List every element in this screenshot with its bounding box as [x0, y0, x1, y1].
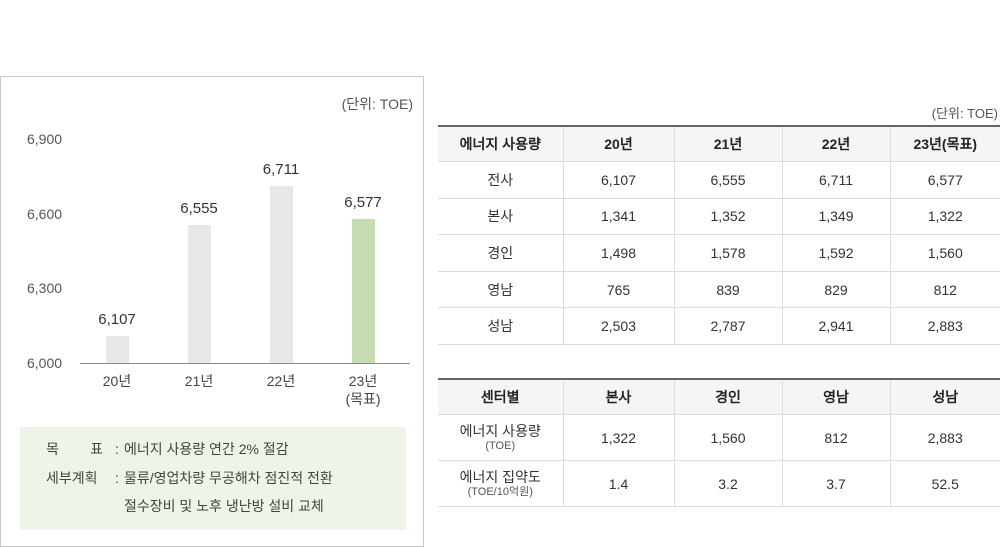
energy-chart-panel: (단위: TOE) 6,000 6,300 6,600 6,900 6,107 … — [0, 76, 424, 547]
x-tick-label-23-target: 23년 (목표) — [345, 373, 381, 407]
table-row: 본사 1,341 1,352 1,349 1,322 — [438, 198, 1000, 236]
table-cell: 1,322 — [889, 198, 1000, 236]
goal-separator: : — [115, 441, 119, 457]
table-cell: 1,578 — [673, 234, 782, 272]
column-header-gyeongin: 경인 — [673, 378, 782, 415]
table-row: 경인 1,498 1,578 1,592 1,560 — [438, 234, 1000, 272]
row-label: 전사 — [438, 161, 563, 199]
table-cell: 1,498 — [562, 234, 674, 272]
table-cell: 6,577 — [889, 161, 1000, 199]
x-tick-label-21: 21년 — [184, 373, 214, 389]
detail-plan-text-block: 물류/영업차량 무공해차 점진적 전환 절수장비 및 노후 냉난방 설비 교체 — [124, 464, 333, 521]
row-label-main: 에너지 집약도 — [459, 468, 541, 485]
table-cell: 1,560 — [673, 414, 782, 461]
table-cell: 3.7 — [781, 460, 890, 507]
bar-value-label-20: 6,107 — [98, 311, 136, 329]
column-header-center: 센터별 — [438, 378, 563, 415]
table-cell: 1,349 — [781, 198, 890, 236]
row-label: 에너지 사용량 (TOE) — [438, 414, 563, 461]
table-cell: 1,341 — [562, 198, 674, 236]
goal-row-target: 목 표 : 에너지 사용량 연간 2% 절감 — [46, 435, 406, 464]
bar-value-label-22: 6,711 — [262, 161, 300, 179]
goal-label: 목 표 — [46, 441, 103, 457]
column-header-21: 21년 — [673, 125, 782, 162]
column-header-23-target: 23년(목표) — [889, 125, 1000, 162]
table-cell: 6,555 — [673, 161, 782, 199]
bar-value-label-21: 6,555 — [180, 199, 218, 217]
row-label: 성남 — [438, 307, 563, 345]
row-label: 영남 — [438, 271, 563, 309]
bar-20 — [105, 336, 129, 363]
row-label-main: 에너지 사용량 — [459, 422, 541, 439]
bar-23-target — [351, 219, 375, 363]
chart-unit-label: (단위: TOE) — [341, 96, 413, 112]
x-axis-line — [80, 363, 410, 364]
column-header-seongnam: 성남 — [889, 378, 1000, 415]
detail-plan-label: 세부계획 — [46, 469, 98, 486]
table-cell: 839 — [673, 271, 782, 309]
column-header-headquarters: 본사 — [562, 378, 674, 415]
table-cell: 3.2 — [673, 460, 782, 507]
goal-box: 목 표 : 에너지 사용량 연간 2% 절감 세부계획 : 물류/영업차량 무공… — [20, 427, 406, 530]
table-cell: 812 — [889, 271, 1000, 309]
table-cell: 1,592 — [781, 234, 890, 272]
table-row: 에너지 집약도 (TOE/10억원) 1.4 3.2 3.7 52.5 — [438, 460, 1000, 507]
column-header-category: 에너지 사용량 — [438, 125, 563, 162]
table-cell: 1,352 — [673, 198, 782, 236]
table-cell: 2,503 — [562, 307, 674, 345]
table-header-row: 센터별 본사 경인 영남 성남 — [438, 378, 1000, 415]
y-tick-label-6600: 6,600 — [27, 205, 63, 222]
y-tick-label-6000: 6,000 — [27, 355, 63, 371]
row-label-unit: (TOE/10억원) — [467, 485, 533, 498]
row-label: 경인 — [438, 234, 563, 272]
table-row: 영남 765 839 829 812 — [438, 271, 1000, 309]
table-cell: 6,711 — [781, 161, 890, 199]
table-row: 전사 6,107 6,555 6,711 6,577 — [438, 161, 1000, 199]
detail-plan-text: 물류/영업차량 무공해차 점진적 전환 — [124, 469, 333, 486]
table-cell: 1,322 — [562, 414, 674, 461]
table-cell: 1,560 — [889, 234, 1000, 272]
energy-usage-by-year-table: 에너지 사용량 20년 21년 22년 23년(목표) 전사 6,107 6,5… — [438, 125, 1000, 345]
row-label-unit: (TOE) — [485, 439, 516, 452]
y-tick-label-6300: 6,300 — [27, 280, 63, 297]
table-cell: 2,883 — [889, 414, 1000, 461]
bar-21 — [187, 224, 211, 363]
column-header-22: 22년 — [781, 125, 890, 162]
bar-value-label-23-target: 6,577 — [344, 194, 382, 212]
table-cell: 765 — [562, 271, 674, 309]
goal-text: 에너지 사용량 연간 2% 절감 — [124, 441, 289, 457]
table-header-row: 에너지 사용량 20년 21년 22년 23년(목표) — [438, 125, 1000, 162]
row-label: 에너지 집약도 (TOE/10억원) — [438, 460, 563, 507]
table-cell: 812 — [781, 414, 890, 461]
table-cell: 1.4 — [562, 460, 674, 507]
table-unit-label: (단위: TOE) — [931, 106, 998, 121]
table-row: 에너지 사용량 (TOE) 1,322 1,560 812 2,883 — [438, 414, 1000, 461]
table-row: 성남 2,503 2,787 2,941 2,883 — [438, 307, 1000, 345]
table-cell: 2,941 — [781, 307, 890, 345]
x-tick-label-20: 20년 — [102, 373, 132, 389]
x-tick-label-22: 22년 — [266, 373, 296, 389]
table-cell: 2,787 — [673, 307, 782, 345]
detail-plan-separator: : — [115, 469, 119, 486]
goal-row-detail-plan: 세부계획 : 물류/영업차량 무공해차 점진적 전환 절수장비 및 노후 냉난방… — [46, 464, 406, 521]
column-header-20: 20년 — [562, 125, 674, 162]
table-cell: 6,107 — [562, 161, 674, 199]
column-header-yeongnam: 영남 — [781, 378, 890, 415]
table-cell: 52.5 — [889, 460, 1000, 507]
energy-by-center-table: 센터별 본사 경인 영남 성남 에너지 사용량 (TOE) 1,322 1,56… — [438, 378, 1000, 507]
table-cell: 829 — [781, 271, 890, 309]
goal-text-block: 에너지 사용량 연간 2% 절감 — [124, 435, 289, 464]
bar-22 — [269, 186, 293, 363]
detail-plan-text: 절수장비 및 노후 냉난방 설비 교체 — [124, 498, 324, 514]
table-cell: 2,883 — [889, 307, 1000, 345]
row-label: 본사 — [438, 198, 563, 236]
y-tick-label-6900: 6,900 — [27, 131, 63, 147]
